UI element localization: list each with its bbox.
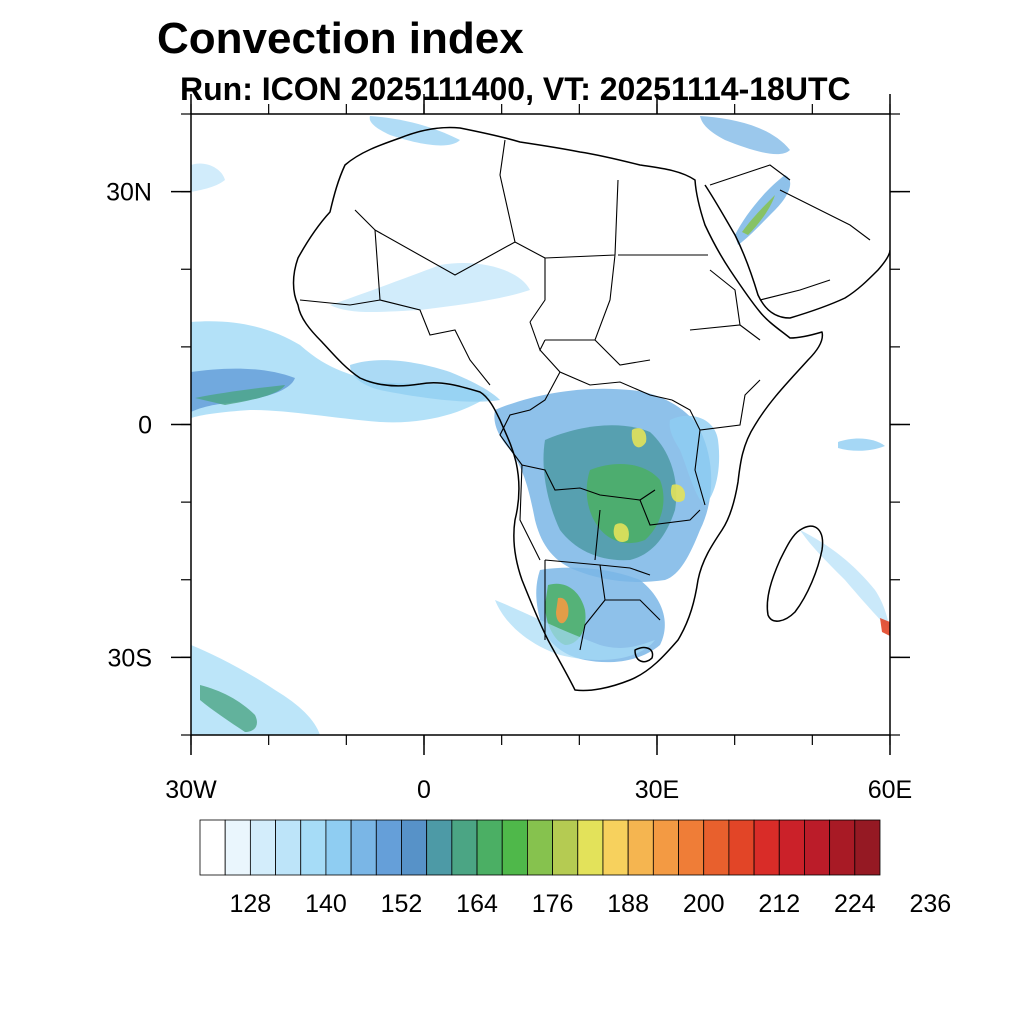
convection-south-tail (495, 600, 655, 660)
colorbar-swatch (678, 819, 705, 876)
colorbar-swatch (476, 819, 503, 876)
convection-levant (700, 116, 790, 155)
arabian-coast (704, 184, 890, 319)
colorbar-label: 236 (910, 890, 952, 918)
colorbar-label: 224 (834, 890, 876, 918)
colorbar-swatch (804, 819, 831, 876)
colorbar-swatch (854, 819, 881, 876)
convection-field (191, 116, 890, 735)
lon-tick-label: 0 (417, 776, 431, 804)
colorbar-label: 164 (456, 890, 498, 918)
colorbar-swatch (451, 819, 478, 876)
convection-southern-hot (556, 597, 569, 624)
colorbar-swatch (728, 819, 755, 876)
colorbar-label: 200 (683, 890, 725, 918)
lesotho (634, 646, 654, 663)
colorbar-swatch (577, 819, 604, 876)
colorbar-swatch (627, 819, 654, 876)
convection-indian-hot (880, 618, 890, 636)
colorbar-swatch (300, 819, 327, 876)
map-axes: 30W 0 30E 60E 30N 0 30S (106, 94, 912, 804)
colorbar-label: 188 (607, 890, 649, 918)
colorbar-swatch (275, 819, 302, 876)
lon-tick-label: 30W (165, 776, 217, 804)
colorbar-label: 212 (758, 890, 800, 918)
convection-sw-core (200, 685, 257, 732)
colorbar-swatch (527, 819, 553, 876)
border-southern-africa (519, 464, 701, 651)
chart-subtitle: Run: ICON 2025111400, VT: 20251114-18UTC (180, 71, 851, 107)
border-east-africa (671, 269, 761, 506)
chart-title: Convection index (157, 14, 524, 63)
colorbar-label: 140 (305, 890, 347, 918)
colorbar-label: 152 (381, 890, 423, 918)
country-borders (299, 139, 871, 651)
border-arabia (709, 164, 871, 301)
colorbar-swatch (552, 819, 579, 876)
convection-nw-canary (191, 163, 225, 192)
colorbar-swatch (753, 819, 780, 876)
convection-core-atlantic-green (195, 385, 285, 405)
colorbar-swatch (602, 819, 629, 876)
colorbar: 128 140 152 164 176 188 200 212 224 236 (199, 819, 952, 918)
colorbar-swatch (224, 819, 251, 876)
convection-congo-yellow (613, 428, 686, 543)
colorbar-swatch (325, 819, 352, 876)
africa-coastline (292, 126, 824, 692)
convection-indian-ocean (800, 530, 890, 630)
convection-band-atlantic (191, 321, 490, 423)
colorbar-swatch (401, 819, 428, 876)
coastlines (292, 126, 890, 692)
colorbar-swatch (249, 819, 276, 876)
lat-tick-label: 30S (108, 644, 152, 672)
convection-indian-east (838, 438, 885, 451)
convection-sahel (330, 262, 530, 313)
convection-congo-green (586, 464, 664, 544)
convection-guinea (350, 360, 500, 402)
lon-tick-label: 30E (635, 776, 679, 804)
colorbar-swatch (778, 819, 805, 876)
convection-arabia-core (742, 195, 775, 235)
madagascar (766, 525, 824, 622)
colorbar-swatch (199, 819, 226, 876)
border-north-africa (354, 139, 708, 366)
convection-east-africa (669, 415, 720, 505)
colorbar-label: 176 (532, 890, 574, 918)
colorbar-swatch (501, 819, 528, 876)
colorbar-label: 128 (230, 890, 272, 918)
colorbar-swatch (829, 819, 856, 876)
colorbar-swatch (426, 819, 453, 876)
lat-tick-label: 0 (138, 412, 152, 440)
lat-tick-label: 30N (106, 179, 152, 207)
colorbar-swatch (375, 819, 402, 876)
colorbar-swatch (350, 819, 377, 876)
border-central-africa (299, 299, 673, 501)
convection-mediterranean (369, 116, 460, 146)
lon-tick-label: 60E (868, 776, 912, 804)
colorbar-swatch (703, 819, 730, 876)
colorbar-swatch (652, 819, 679, 876)
